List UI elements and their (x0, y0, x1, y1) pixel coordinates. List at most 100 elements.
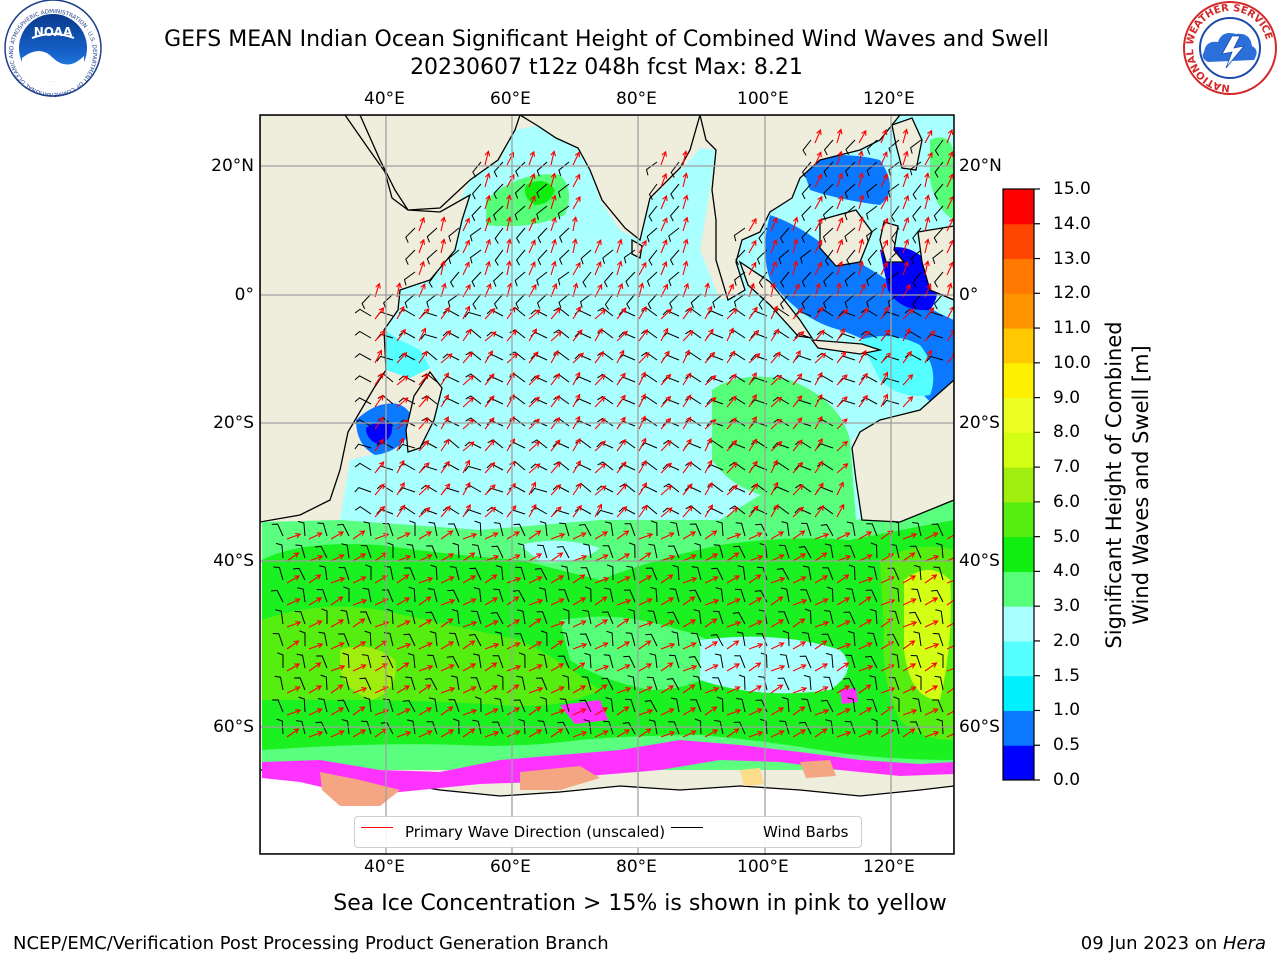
wind-barb (493, 205, 504, 221)
wave-direction-arrow (924, 238, 931, 254)
wave-direction-arrow (704, 686, 720, 694)
wind-barb (471, 183, 482, 200)
wind-barb (648, 719, 658, 735)
lat-tick-left-20n: 20°N (211, 156, 254, 176)
wave-direction-arrow (858, 172, 865, 188)
wave-direction-arrow (682, 576, 698, 584)
wind-barb (713, 544, 724, 559)
lat-tick-left-0: 0° (234, 285, 254, 305)
wave-direction-arrow (440, 238, 447, 254)
southeast-asia (699, 115, 901, 301)
lat-tick-left-40s: 40°S (213, 551, 254, 571)
wind-barb (641, 351, 658, 361)
wind-barb (562, 674, 570, 691)
wave-direction-arrow (770, 664, 786, 672)
wind-barb (318, 631, 328, 647)
wind-barb (844, 271, 856, 287)
wave-direction-arrow (462, 575, 477, 584)
wave-direction-arrow (484, 597, 499, 606)
wave-direction-arrow (660, 440, 672, 452)
wind-barb (712, 293, 724, 309)
wind-barb (866, 293, 878, 308)
colorbar-segment (1003, 675, 1034, 711)
wave-direction-arrow (506, 194, 512, 210)
lon-tick-bottom-120e: 120°E (863, 857, 915, 877)
wind-barb (822, 205, 834, 221)
wave-direction-arrow (594, 619, 609, 628)
wave-direction-arrow (462, 686, 477, 694)
wave-direction-arrow (902, 663, 917, 672)
wave-direction-arrow (550, 506, 562, 518)
colorbar-tick-label: 10.0 (1053, 352, 1091, 373)
colorbar-tick-label: 5.0 (1053, 526, 1081, 547)
wave-direction-legend-swatch (361, 827, 393, 828)
wave-direction-arrow (616, 641, 631, 650)
wind-barb (420, 333, 438, 340)
wind-barb (387, 542, 394, 558)
wind-barb (382, 523, 394, 537)
wave-direction-arrow (572, 574, 586, 584)
wind-barb (728, 442, 746, 449)
wave-direction-arrow (814, 151, 822, 166)
wind-barb (537, 544, 548, 559)
wind-barb (449, 566, 460, 581)
wave-direction-arrow (616, 438, 627, 452)
wind-barb (560, 631, 570, 647)
wave-direction-arrow (748, 306, 758, 320)
wind-barb (801, 293, 812, 310)
wind-barb (361, 654, 372, 669)
colorbar-segment (1003, 258, 1034, 294)
wave-direction-arrow (704, 641, 719, 650)
wind-barb (536, 611, 548, 625)
wave-direction-arrow (550, 532, 566, 540)
wave-direction-arrow (506, 216, 512, 232)
wind-barb (912, 183, 922, 200)
wave-direction-arrow (484, 532, 499, 540)
wind-barb (670, 521, 680, 537)
wind-barb (910, 249, 922, 265)
wind-barbs-legend-swatch (671, 827, 703, 828)
colorbar-segment (1003, 710, 1034, 746)
wave-direction-arrow (616, 372, 626, 386)
wave-direction-arrow (924, 216, 931, 232)
wave-direction-arrow (308, 642, 324, 650)
wave-direction-arrow (704, 351, 716, 364)
wave-direction-arrow (902, 350, 912, 364)
wave-direction-arrow (528, 664, 543, 672)
wave-direction-arrow (440, 306, 450, 320)
wind-barb (824, 610, 834, 625)
wave-direction-arrow (418, 395, 429, 408)
wave-direction-arrow (616, 553, 631, 562)
wind-barb (844, 227, 856, 243)
wind-barb (706, 377, 724, 383)
wave-direction-arrow (396, 328, 406, 342)
sea-ice-orange-2 (520, 766, 600, 790)
wave-direction-arrow (770, 459, 778, 474)
wind-barb (912, 205, 922, 222)
wind-barb (359, 677, 372, 691)
wave-direction-arrows (286, 128, 954, 738)
wave-direction-arrow (946, 173, 954, 188)
wave-direction-arrow (528, 576, 543, 584)
wind-barb (692, 675, 702, 691)
wave-direction-arrow (440, 483, 451, 496)
wind-barb (648, 249, 658, 266)
wave-direction-arrow (880, 239, 889, 254)
wave-direction-arrow (836, 708, 851, 716)
wind-barb (758, 676, 768, 691)
wind-barb (772, 396, 790, 405)
wind-barb (601, 611, 614, 625)
wind-barb (354, 375, 372, 383)
wave-direction-arrow (528, 553, 543, 562)
wind-barb (735, 522, 746, 537)
wind-barb (361, 293, 372, 310)
wave-direction-arrow (660, 308, 672, 320)
wind-barb (909, 611, 922, 625)
wave-direction-arrow (374, 505, 386, 518)
wind-barb (354, 308, 372, 317)
madagascar (405, 370, 443, 453)
colorbar-segment (1003, 362, 1034, 399)
colorbar-tick-label: 9.0 (1053, 387, 1081, 408)
wave-direction-arrow (704, 481, 713, 496)
wind-barb (759, 718, 768, 735)
